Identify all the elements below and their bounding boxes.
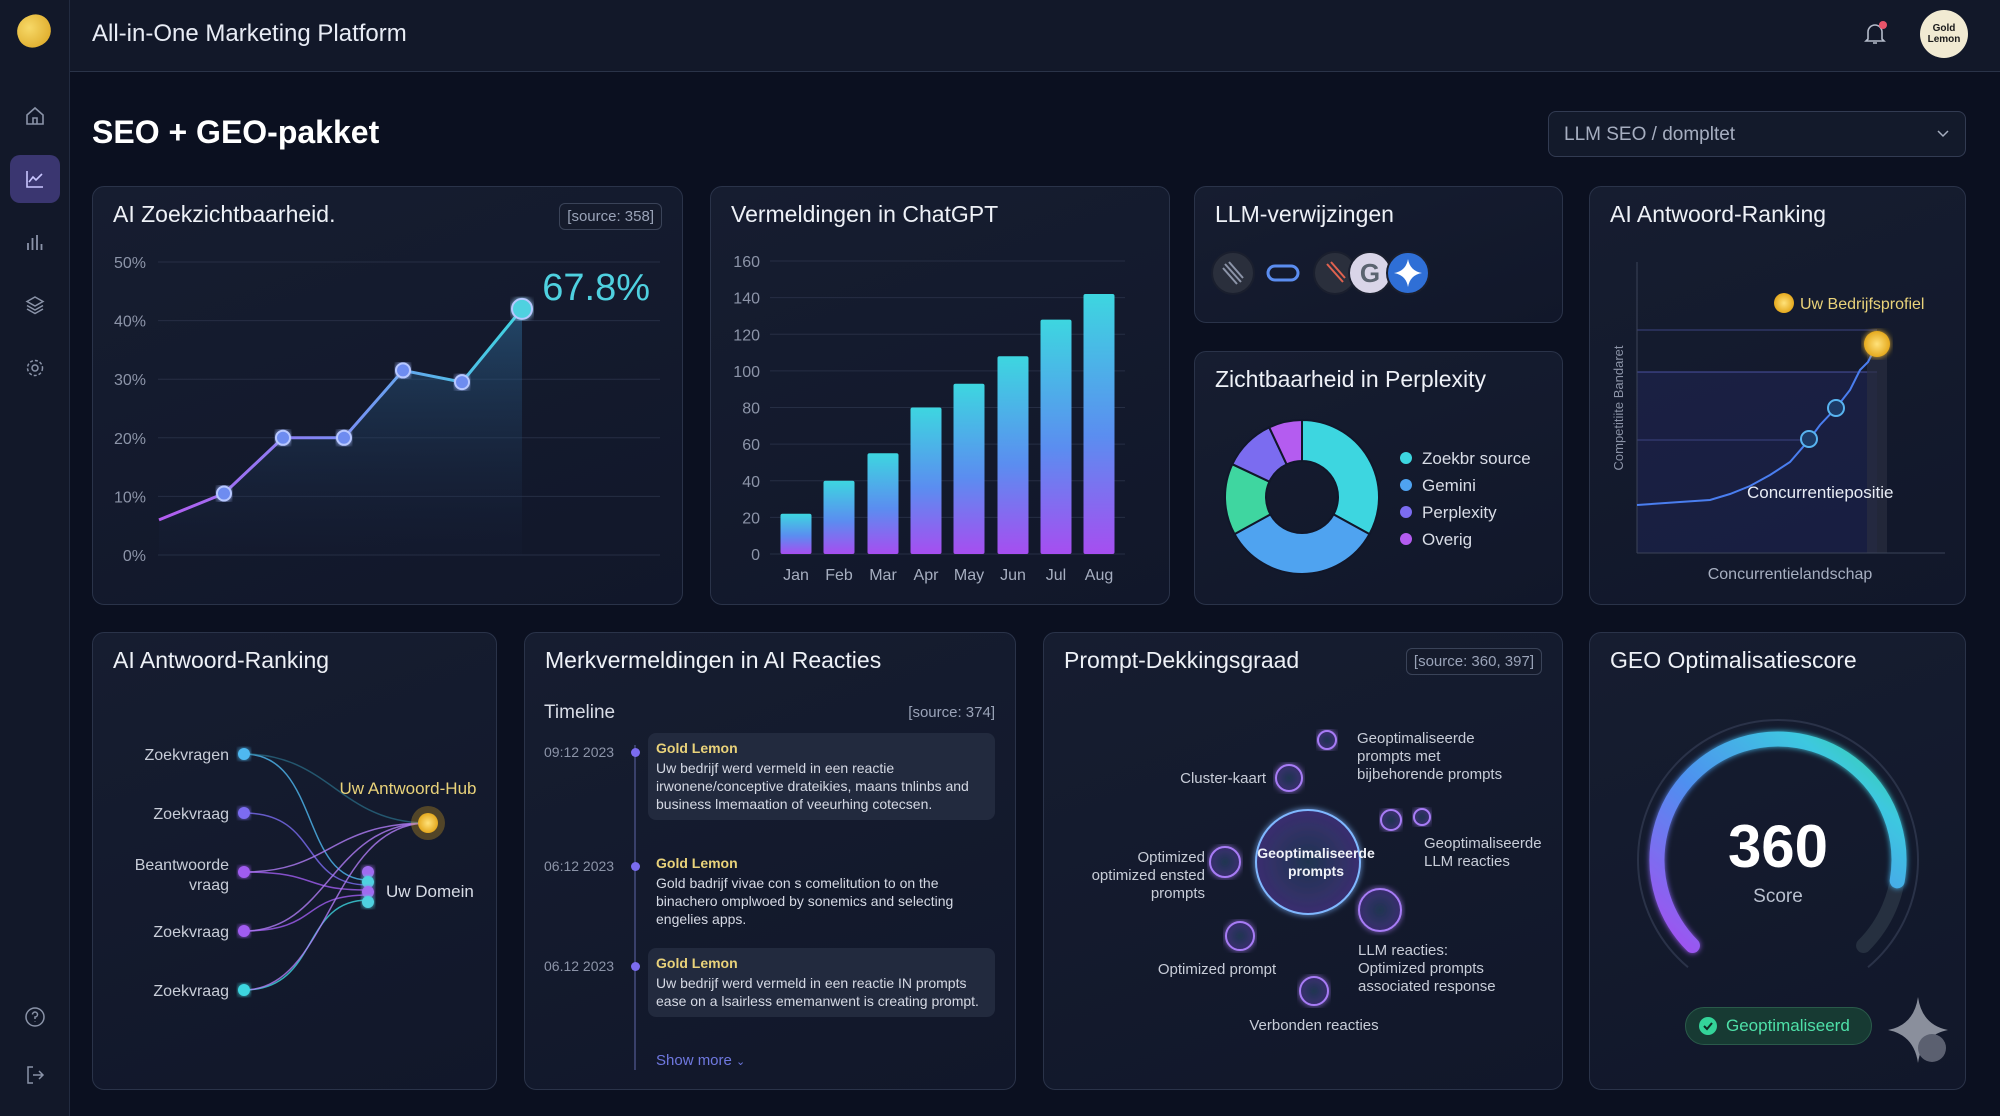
card-title: Prompt-Dekkingsgraad xyxy=(1064,647,1300,673)
check-circle-icon xyxy=(1699,1017,1717,1035)
lemon-logo[interactable] xyxy=(12,10,56,52)
card-title: AI Antwoord-Ranking xyxy=(1610,201,1827,227)
help-icon xyxy=(25,1007,45,1027)
card-title: GEO Optimalisatiescore xyxy=(1610,647,1857,673)
bell-icon xyxy=(1864,21,1887,44)
timeline-line xyxy=(634,745,636,1070)
notifications-button[interactable] xyxy=(1862,20,1888,53)
sidebar-item-home[interactable] xyxy=(10,92,60,140)
bar-chart-icon xyxy=(27,235,43,250)
card-title: LLM-verwijzingen xyxy=(1215,201,1394,227)
logout-icon xyxy=(27,1066,45,1084)
sidebar-item-help[interactable] xyxy=(10,993,60,1041)
score-value: 360 xyxy=(1727,813,1829,880)
notification-dot xyxy=(1879,21,1887,29)
timeline-label: Timeline xyxy=(544,702,616,723)
card-title: AI Zoekzichtbaarheid. xyxy=(113,201,336,227)
optimized-badge: Geoptimaliseerd xyxy=(1685,1007,1872,1045)
sidebar-item-analytics[interactable] xyxy=(10,155,60,203)
show-more-label: Show more xyxy=(656,1052,732,1069)
sidebar-item-settings[interactable] xyxy=(10,344,60,392)
timeline-entry[interactable]: Gold Lemon Uw bedrijf werd vermeld in ee… xyxy=(648,733,995,820)
card-title: AI Antwoord-Ranking xyxy=(113,647,330,673)
score-label: Score xyxy=(1753,886,1803,907)
sidebar xyxy=(0,0,70,1116)
card-title: Zichtbaarheid in Perplexity xyxy=(1215,366,1487,392)
timeline-dot xyxy=(631,862,640,871)
gear-icon xyxy=(26,359,44,377)
line-chart-icon xyxy=(26,171,43,188)
package-dropdown[interactable]: LLM SEO / dompltet xyxy=(1548,111,1966,157)
source-badge: [source: 360, 397] xyxy=(1405,648,1542,675)
entry-brand: Gold Lemon xyxy=(656,855,738,871)
layers-icon xyxy=(25,296,45,315)
entry-text: Gold badrijf vivae con s comelitution to… xyxy=(656,875,954,927)
entry-brand: Gold Lemon xyxy=(656,955,738,971)
card-prompt-coverage: Prompt-Dekkingsgraad [source: 360, 397] xyxy=(1043,632,1563,1090)
timeline-entry[interactable]: Gold Lemon Gold badrijf vivae con s come… xyxy=(648,848,995,935)
card-perplexity-visibility: Zichtbaarheid in Perplexity xyxy=(1194,351,1563,605)
card-answer-network: AI Antwoord-Ranking xyxy=(92,632,497,1090)
dropdown-value: LLM SEO / dompltet xyxy=(1564,124,1736,145)
chevron-down-icon xyxy=(1937,130,1949,138)
card-title: Vermeldingen in ChatGPT xyxy=(731,201,999,227)
entry-brand: Gold Lemon xyxy=(656,740,738,756)
card-chatgpt-mentions: Vermeldingen in ChatGPT xyxy=(710,186,1170,605)
sidebar-item-reports[interactable] xyxy=(10,218,60,266)
timeline-dot xyxy=(631,748,640,757)
entry-text: Uw bedrijf werd vermeld in een reactie i… xyxy=(656,760,969,812)
entry-date: 09:12 2023 xyxy=(544,744,615,760)
card-answer-ranking: AI Antwoord-Ranking xyxy=(1589,186,1966,605)
source-label: [source: 374] xyxy=(908,704,995,721)
timeline-dot xyxy=(631,962,640,971)
sidebar-item-logout[interactable] xyxy=(10,1051,60,1099)
entry-text: Uw bedrijf werd vermeld in een reactie I… xyxy=(656,975,979,1009)
top-header: All-in-One Marketing Platform Gold Lemon xyxy=(70,0,2000,72)
entry-date: 06:12 2023 xyxy=(544,858,615,874)
page-title: SEO + GEO-pakket xyxy=(92,114,380,150)
source-badge: [source: 358] xyxy=(559,203,662,230)
card-title: Merkvermeldingen in AI Reacties xyxy=(545,647,882,673)
chevron-down-icon: ⌄ xyxy=(736,1056,746,1068)
home-icon xyxy=(26,106,44,125)
sidebar-item-layers[interactable] xyxy=(10,281,60,329)
timeline-entry[interactable]: Gold Lemon Uw bedrijf werd vermeld in ee… xyxy=(648,948,995,1017)
card-ai-visibility: AI Zoekzichtbaarheid. [source: 358] xyxy=(92,186,683,605)
show-more-link[interactable]: Show more ⌄ xyxy=(656,1052,745,1069)
avatar[interactable]: Gold Lemon xyxy=(1920,10,1968,58)
badge-label: Geoptimaliseerd xyxy=(1726,1016,1850,1035)
entry-date: 06.12 2023 xyxy=(544,958,615,974)
app-title: All-in-One Marketing Platform xyxy=(92,20,407,47)
card-llm-referrals: LLM-verwijzingen xyxy=(1194,186,1563,323)
